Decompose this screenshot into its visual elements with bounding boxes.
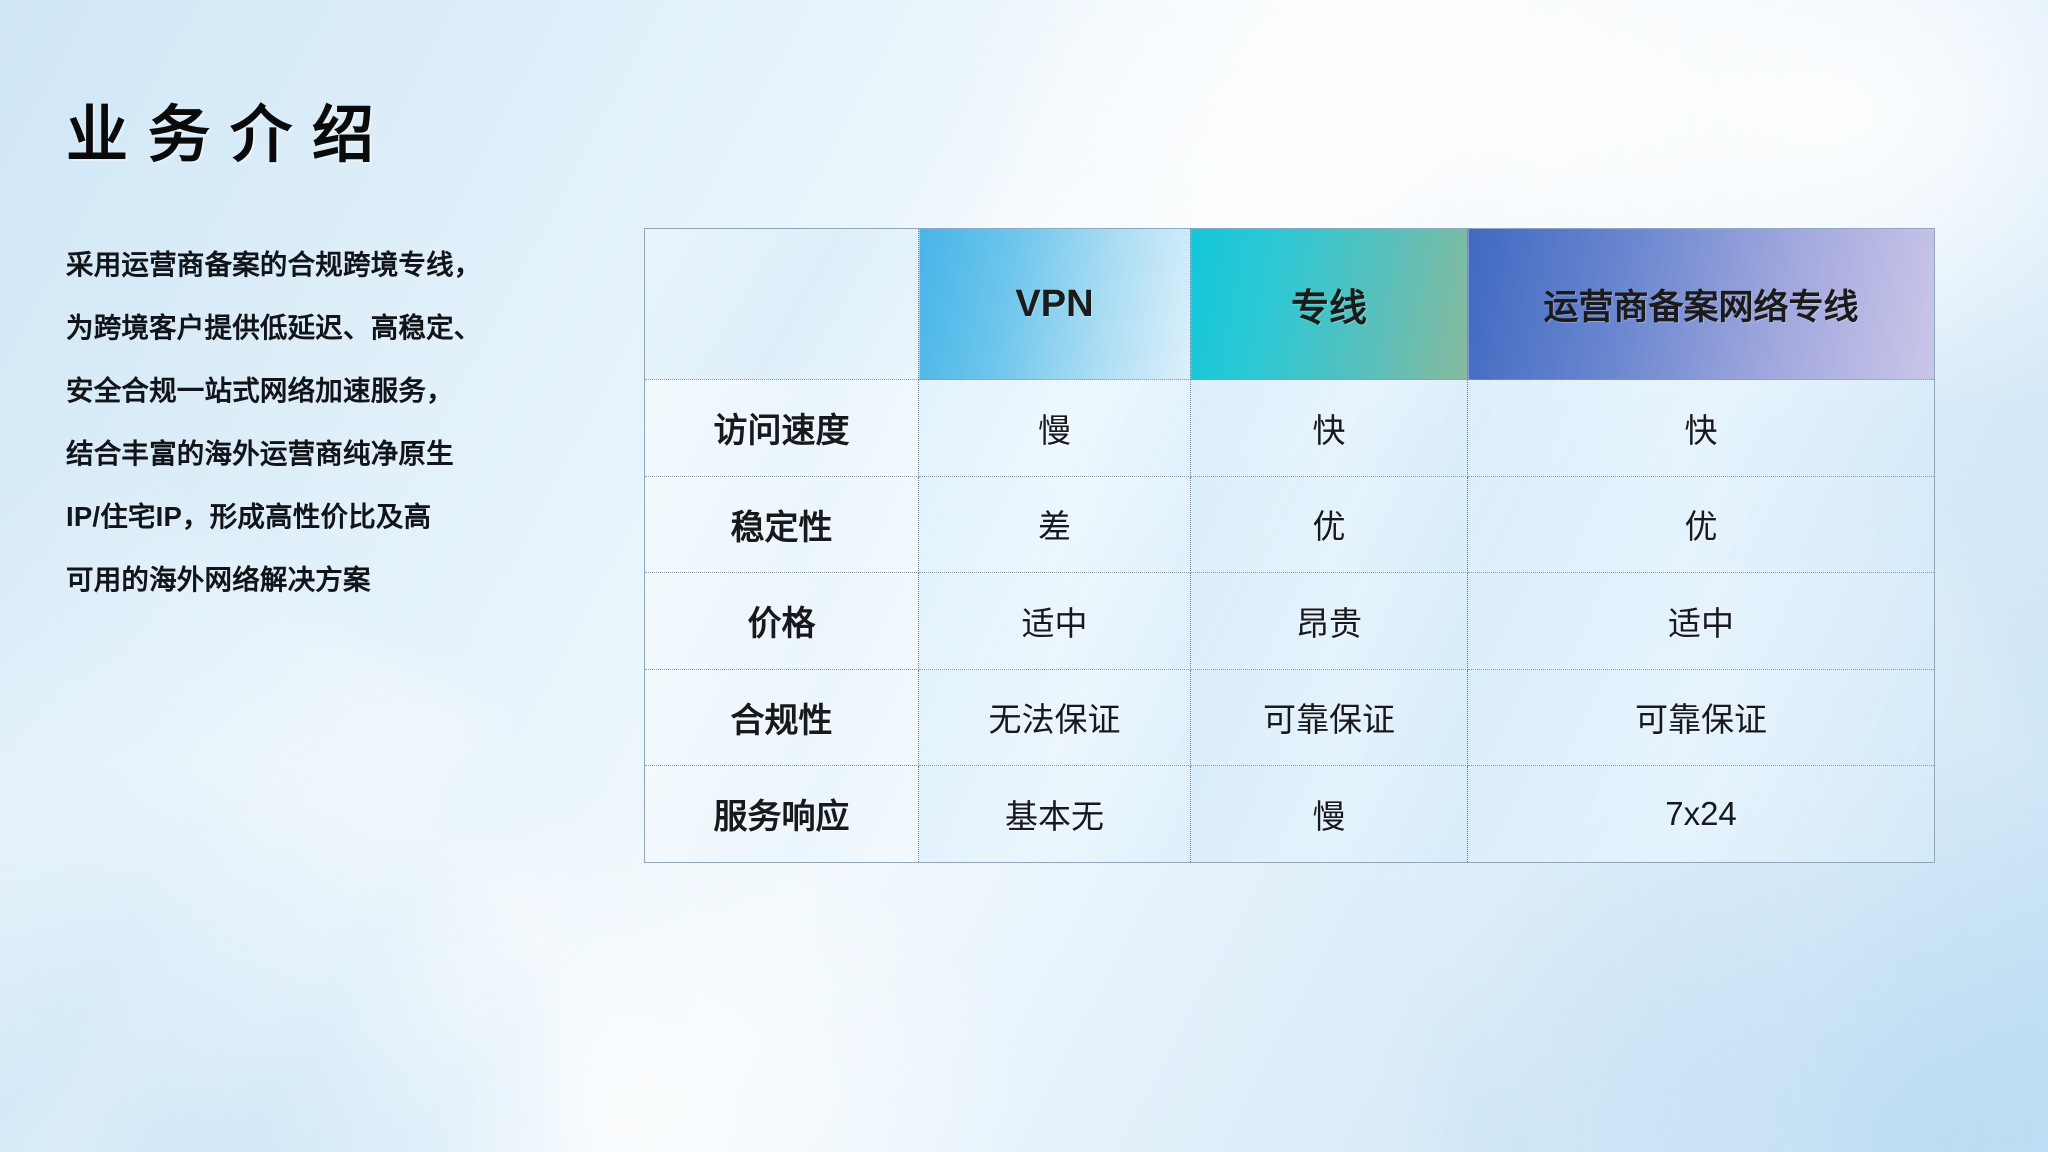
intro-line: 结合丰富的海外运营商纯净原生 <box>66 438 454 469</box>
intro-line: 安全合规一站式网络加速服务， <box>66 375 454 406</box>
cell-carrier: 可靠保证 <box>1467 669 1935 766</box>
cell-line: 快 <box>1190 379 1468 477</box>
intro-line: 采用运营商备案的合规跨境专线， <box>66 249 482 280</box>
table-row: 访问速度 慢 快 快 <box>644 379 1935 477</box>
table-row: 稳定性 差 优 优 <box>644 476 1935 573</box>
row-label: 价格 <box>644 572 919 670</box>
intro-line: IP/住宅IP，形成高性价比及高 <box>66 501 432 532</box>
table-row: 服务响应 基本无 慢 7x24 <box>644 765 1935 862</box>
intro-paragraph: 采用运营商备案的合规跨境专线， 为跨境客户提供低延迟、高稳定、 安全合规一站式网… <box>66 233 626 611</box>
table-header-carrier: 运营商备案网络专线 <box>1467 228 1935 380</box>
cell-line: 慢 <box>1190 765 1468 862</box>
intro-line: 为跨境客户提供低延迟、高稳定、 <box>66 312 482 343</box>
light-streak-4 <box>0 718 570 1152</box>
table-header: VPN 专线 运营商备案网络专线 <box>644 228 1935 380</box>
cell-vpn: 基本无 <box>918 765 1191 862</box>
row-label: 稳定性 <box>644 476 919 573</box>
cell-carrier: 适中 <box>1467 572 1935 670</box>
cell-vpn: 差 <box>918 476 1191 573</box>
row-label: 服务响应 <box>644 765 919 862</box>
slide-title: 业务介绍 <box>66 100 395 170</box>
cell-carrier: 快 <box>1467 379 1935 477</box>
cell-vpn: 适中 <box>918 572 1191 670</box>
cell-carrier: 7x24 <box>1467 765 1935 862</box>
table-header-vpn: VPN <box>918 228 1191 380</box>
table-header-line: 专线 <box>1190 228 1468 380</box>
cell-line: 昂贵 <box>1190 572 1468 670</box>
table-row: 价格 适中 昂贵 适中 <box>644 572 1935 670</box>
cell-carrier: 优 <box>1467 476 1935 573</box>
cell-line: 可靠保证 <box>1190 669 1468 766</box>
comparison-table: VPN 专线 运营商备案网络专线 访问速度 慢 快 快 稳定性 差 优 优 价格… <box>644 228 1935 863</box>
table-row: 合规性 无法保证 可靠保证 可靠保证 <box>644 669 1935 766</box>
cell-vpn: 慢 <box>918 379 1191 477</box>
row-label: 访问速度 <box>644 379 919 477</box>
table-header-row: VPN 专线 运营商备案网络专线 <box>644 228 1935 380</box>
table-body: 访问速度 慢 快 快 稳定性 差 优 优 价格 适中 昂贵 适中 合规性 无法保… <box>644 379 1935 862</box>
cell-vpn: 无法保证 <box>918 669 1191 766</box>
row-label: 合规性 <box>644 669 919 766</box>
intro-line: 可用的海外网络解决方案 <box>66 564 371 595</box>
table-header-corner <box>644 228 919 380</box>
background-glow-bottom-left <box>0 752 620 1152</box>
cell-line: 优 <box>1190 476 1468 573</box>
